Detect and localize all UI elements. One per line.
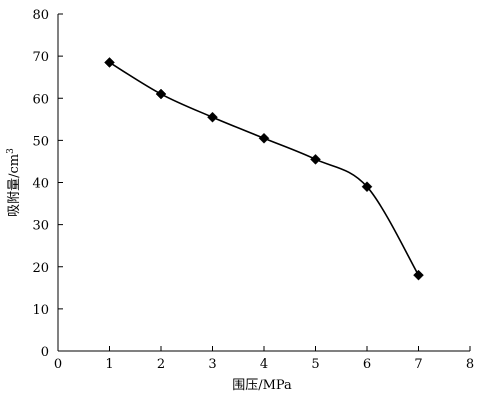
x-tick-label: 8 (466, 357, 474, 372)
x-ticks: 0 1 2 3 4 5 6 7 8 (54, 346, 474, 372)
y-tick-label: 60 (32, 92, 49, 107)
x-tick-label: 3 (208, 357, 216, 372)
axes (57, 14, 470, 352)
data-point-marker (413, 269, 424, 281)
y-tick-label: 30 (32, 219, 49, 234)
y-tick-label: 80 (32, 8, 49, 23)
x-tick-label: 7 (414, 357, 422, 372)
x-tick-label: 1 (105, 357, 113, 372)
x-axis-title: 围压/MPa (232, 378, 292, 393)
y-tick-label: 20 (32, 261, 49, 276)
markers (104, 57, 424, 281)
y-ticks: 0 10 20 30 40 50 60 70 80 (32, 8, 63, 360)
y-tick-label: 40 (32, 177, 49, 192)
data-point-marker (361, 181, 373, 193)
x-tick-label: 0 (54, 357, 62, 372)
data-point-marker (104, 57, 115, 68)
x-tick-label: 6 (363, 357, 371, 372)
y-axis-title: 吸附量/cm3 (6, 148, 22, 217)
data-point-marker (310, 153, 321, 165)
y-tick-label: 70 (32, 50, 49, 65)
y-tick-label: 0 (41, 345, 49, 360)
x-tick-label: 4 (260, 357, 268, 372)
data-point-marker (155, 88, 167, 100)
y-tick-label: 50 (32, 134, 49, 149)
series-layer (109, 61, 420, 276)
y-axis-title-superscript: 3 (6, 148, 16, 154)
y-axis-title-text: 吸附量/cm (7, 154, 22, 217)
y-tick-label: 10 (32, 303, 49, 318)
series-line (109, 61, 420, 276)
data-point-marker (207, 111, 218, 123)
x-tick-label: 5 (311, 357, 319, 372)
data-point-marker (258, 132, 270, 144)
x-tick-label: 2 (157, 357, 165, 372)
x-axis-title-text: 围压/MPa (232, 378, 292, 393)
